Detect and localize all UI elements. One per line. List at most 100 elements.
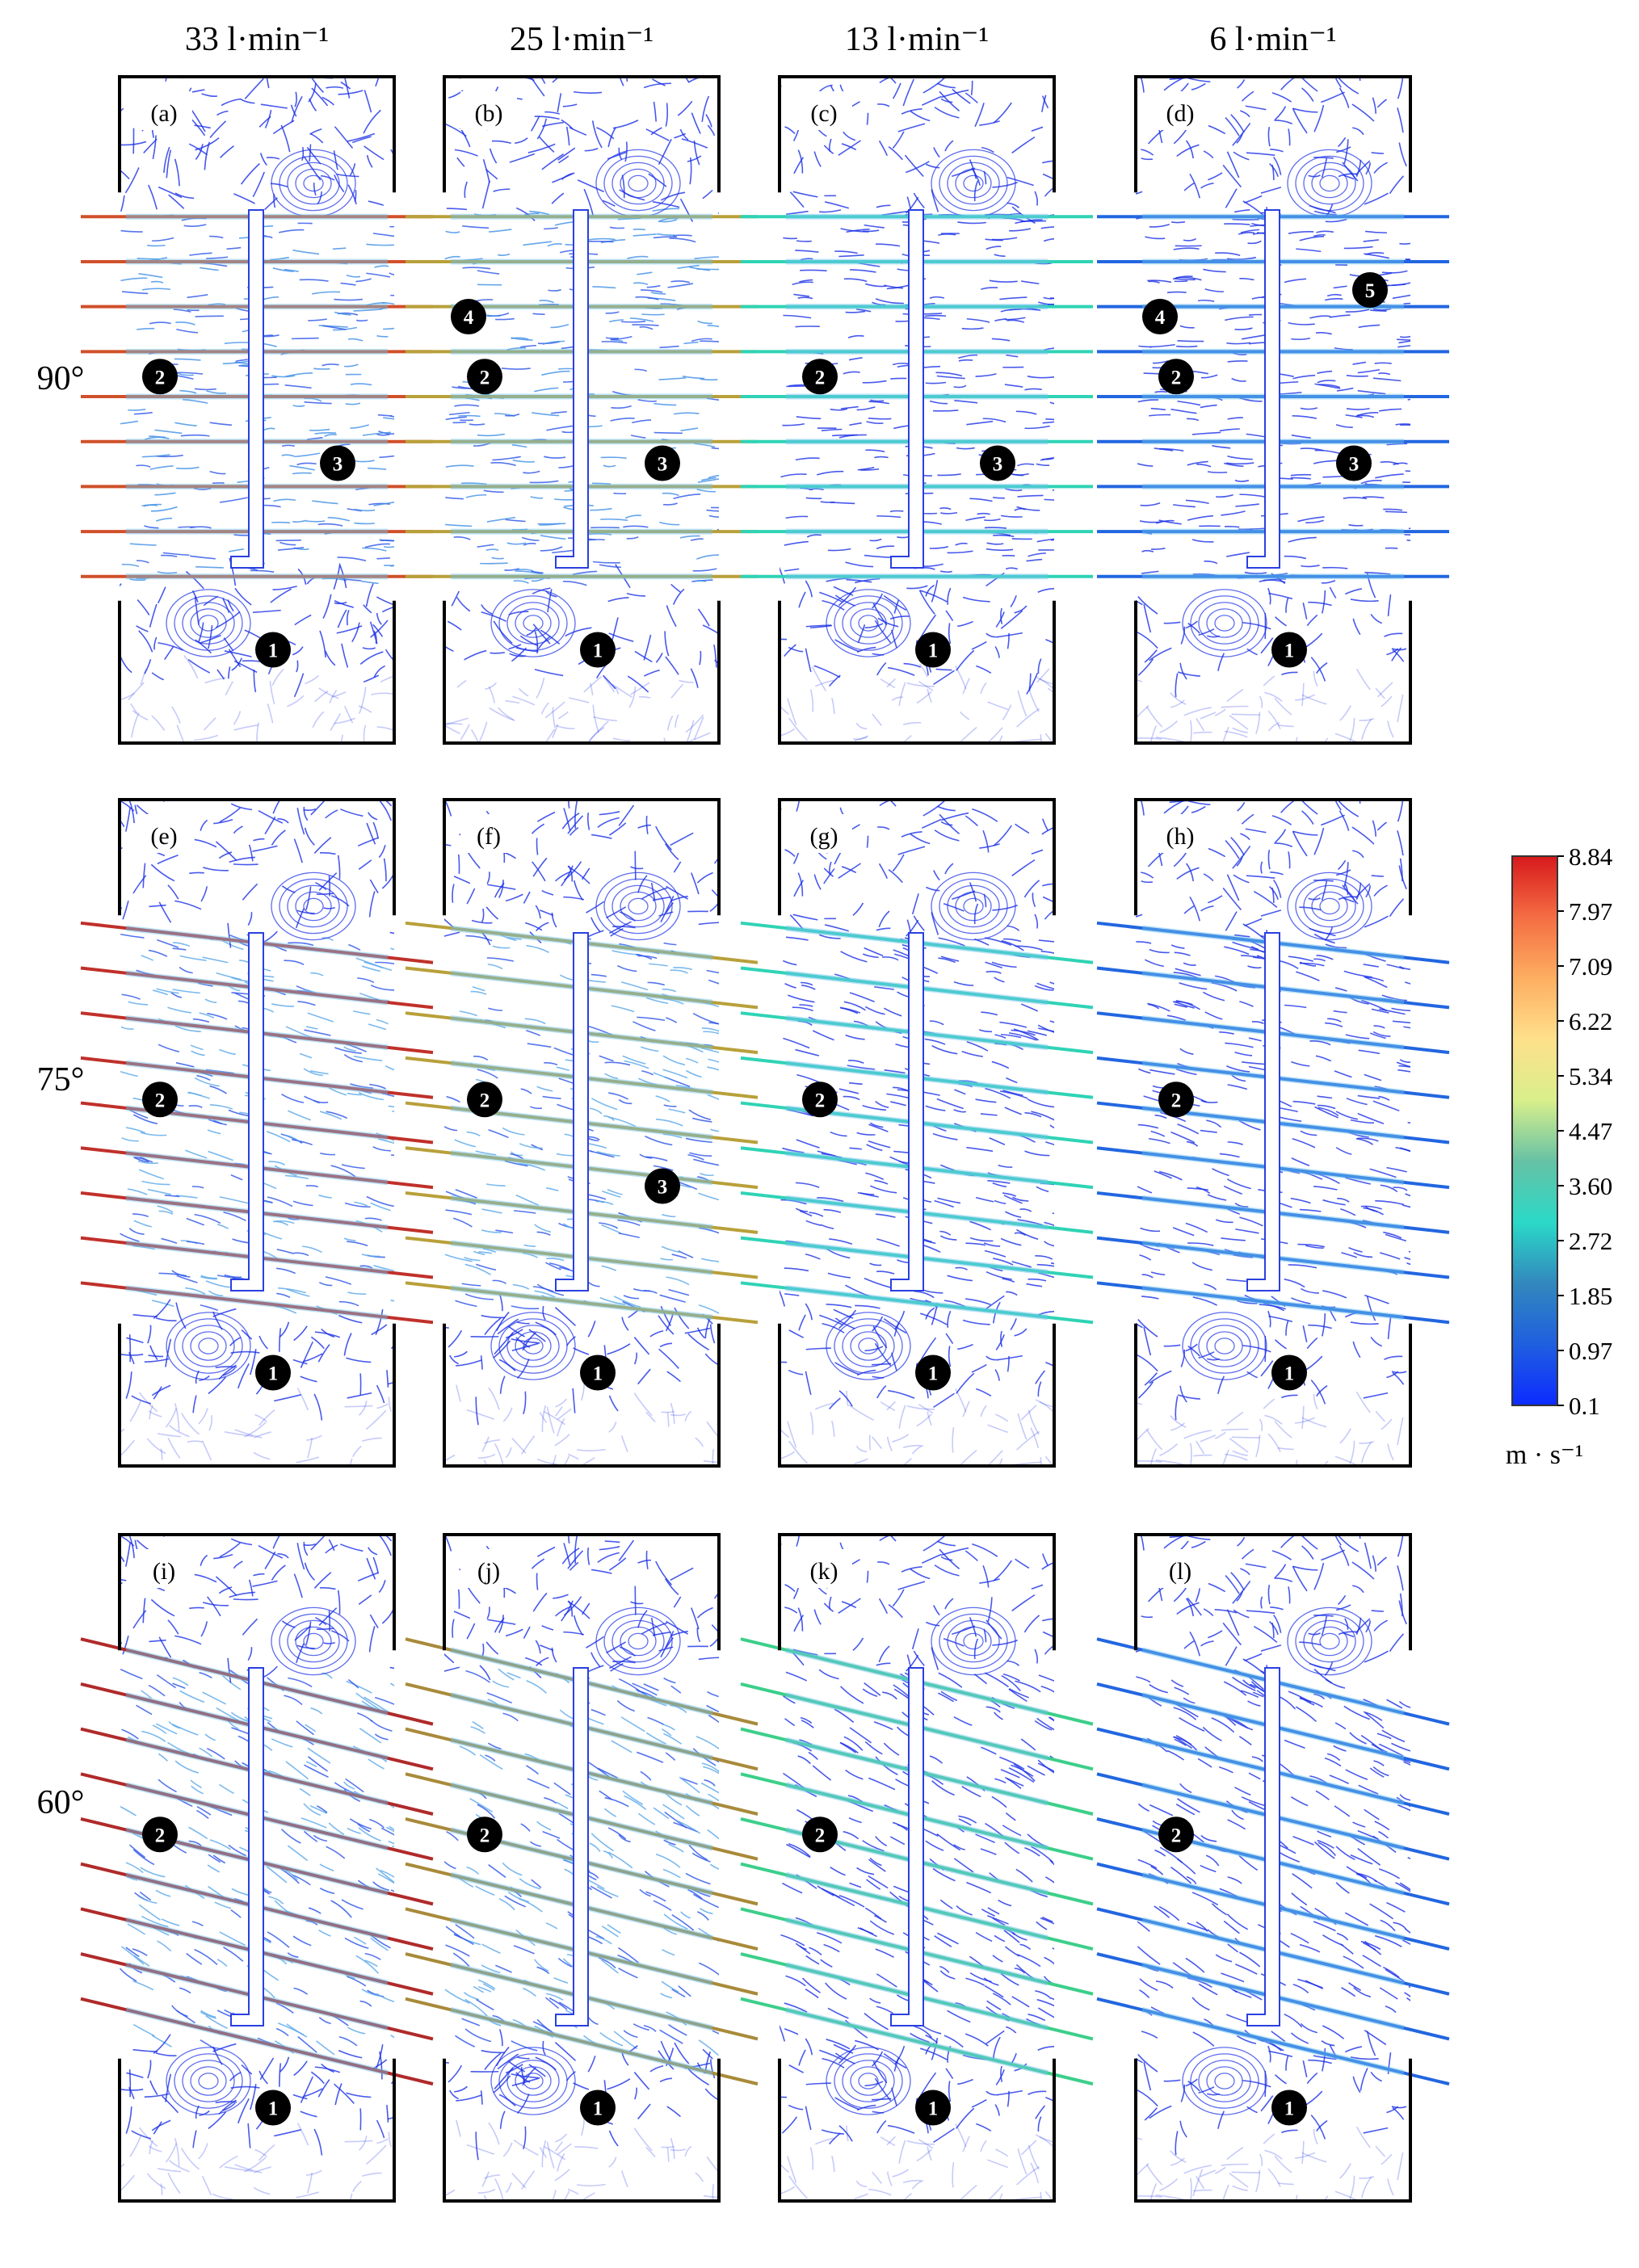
- streamline: [478, 1251, 493, 1254]
- streamline: [1227, 1208, 1240, 1215]
- streamline: [906, 2140, 935, 2145]
- streamline: [1007, 2090, 1010, 2107]
- streamline: [845, 1769, 864, 1780]
- streamline: [546, 2141, 555, 2169]
- streamline: [1190, 720, 1192, 743]
- streamline: [1183, 237, 1197, 242]
- streamline: [505, 519, 526, 523]
- streamline: [319, 1587, 336, 1590]
- streamline: [1317, 380, 1336, 384]
- streamline: [292, 405, 305, 407]
- streamline: [1204, 561, 1218, 565]
- streamline: [1158, 1170, 1183, 1181]
- streamline: [153, 1299, 171, 1319]
- streamline: [892, 362, 910, 366]
- streamline: [157, 1940, 172, 1952]
- streamline: [1380, 1184, 1398, 1193]
- streamline: [195, 1370, 200, 1384]
- streamline: [848, 1404, 874, 1422]
- streamline: [1036, 1998, 1054, 2007]
- streamline: [1008, 1032, 1037, 1041]
- streamline: [369, 621, 378, 645]
- streamline: [608, 2157, 617, 2168]
- streamline: [444, 2061, 449, 2064]
- streamline: [324, 650, 336, 666]
- streamline: [229, 2072, 242, 2081]
- panel-label: (j): [477, 1558, 500, 1585]
- streamline: [1321, 590, 1326, 614]
- streamline: [1226, 1411, 1244, 1426]
- streamline: [707, 1094, 719, 1100]
- streamline: [390, 565, 394, 567]
- streamline: [310, 77, 325, 94]
- streamline: [623, 525, 649, 528]
- streamline: [1027, 1765, 1045, 1776]
- streamline: [702, 189, 713, 200]
- streamline: [925, 584, 935, 597]
- streamline: [866, 421, 884, 425]
- vortex-ring: [1198, 602, 1251, 645]
- streamline: [1274, 1339, 1287, 1350]
- streamline: [1217, 1376, 1225, 1394]
- streamline: [445, 464, 474, 468]
- streamline: [696, 268, 719, 271]
- streamline: [1297, 1243, 1326, 1248]
- vortex-ring: [271, 1606, 356, 1676]
- streamline: [685, 1872, 711, 1885]
- vortex-ring: [858, 615, 879, 632]
- streamline: [931, 1045, 958, 1055]
- streamline: [621, 1317, 629, 1331]
- streamline: [328, 1822, 345, 1835]
- streamline: [1187, 1346, 1200, 1357]
- streamline: [962, 1319, 990, 1325]
- streamline: [515, 569, 534, 572]
- streamline: [459, 1010, 478, 1017]
- streamline: [981, 287, 998, 290]
- streamline: [387, 1381, 394, 1385]
- streamline: [484, 1438, 500, 1444]
- streamline: [390, 2034, 394, 2039]
- chamber-outline-bottom: [778, 1323, 1056, 1468]
- streamline: [292, 1139, 313, 1146]
- streamline: [862, 1840, 885, 1852]
- streamline: [364, 1217, 382, 1221]
- streamline: [1314, 449, 1342, 455]
- streamline: [1255, 712, 1261, 735]
- streamline: [461, 1283, 481, 1287]
- streamline: [838, 1895, 865, 1908]
- streamline: [296, 808, 305, 835]
- streamline: [612, 120, 639, 129]
- streamline: [659, 521, 680, 526]
- streamline: [1364, 230, 1387, 234]
- streamline: [174, 358, 201, 361]
- streamline: [383, 327, 394, 330]
- streamline: [1005, 567, 1019, 570]
- streamline: [710, 2059, 716, 2079]
- streamline: [984, 1672, 1009, 1688]
- streamline: [805, 624, 831, 628]
- streamline: [1017, 1413, 1028, 1440]
- streamline: [1237, 1300, 1258, 1304]
- streamline: [645, 2146, 656, 2157]
- streamline: [1360, 1205, 1382, 1210]
- streamline: [168, 1425, 190, 1438]
- streamline: [893, 1086, 910, 1092]
- streamline: [675, 1819, 701, 1834]
- streamline: [521, 2170, 536, 2190]
- streamline: [511, 1305, 540, 1310]
- streamline: [286, 2023, 308, 2038]
- streamline: [1005, 1812, 1016, 1821]
- streamline: [202, 956, 229, 964]
- streamline: [943, 903, 964, 912]
- streamline: [511, 444, 527, 448]
- streamline: [700, 1258, 719, 1262]
- streamline: [641, 1622, 668, 1635]
- streamline: [805, 1989, 819, 1999]
- streamline: [1284, 555, 1307, 560]
- streamline: [947, 587, 952, 605]
- streamline: [986, 1450, 1003, 1466]
- streamline: [551, 2190, 557, 2201]
- streamline: [1301, 682, 1305, 706]
- streamline: [1267, 850, 1271, 870]
- vortex-ring: [603, 878, 673, 934]
